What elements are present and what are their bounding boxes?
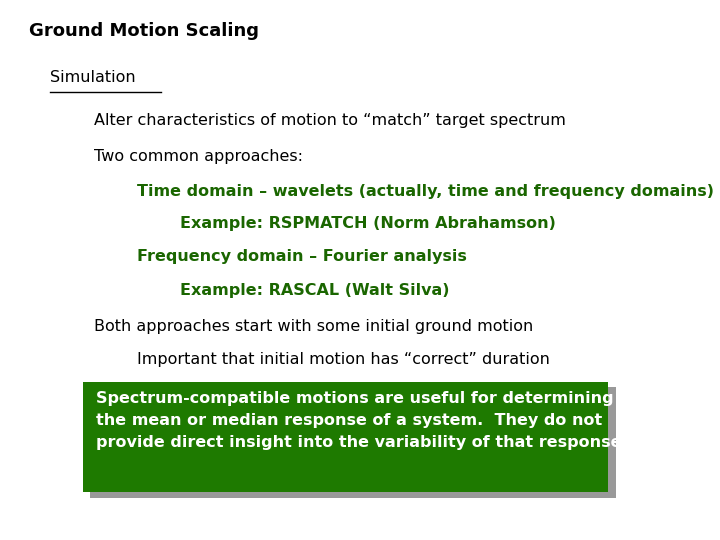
FancyBboxPatch shape <box>90 387 616 498</box>
Text: Example: RSPMATCH (Norm Abrahamson): Example: RSPMATCH (Norm Abrahamson) <box>180 216 556 231</box>
Text: Simulation: Simulation <box>50 70 136 85</box>
Text: Important that initial motion has “correct” duration: Important that initial motion has “corre… <box>137 352 549 367</box>
Text: Frequency domain – Fourier analysis: Frequency domain – Fourier analysis <box>137 249 467 265</box>
Text: Ground Motion Scaling: Ground Motion Scaling <box>29 22 258 39</box>
FancyBboxPatch shape <box>83 382 608 492</box>
Text: Spectrum-compatible motions are useful for determining
the mean or median respon: Spectrum-compatible motions are useful f… <box>96 392 627 450</box>
Text: Both approaches start with some initial ground motion: Both approaches start with some initial … <box>94 319 533 334</box>
Text: Time domain – wavelets (actually, time and frequency domains): Time domain – wavelets (actually, time a… <box>137 184 714 199</box>
Text: Example: RASCAL (Walt Silva): Example: RASCAL (Walt Silva) <box>180 284 449 299</box>
Text: Alter characteristics of motion to “match” target spectrum: Alter characteristics of motion to “matc… <box>94 113 565 129</box>
Text: Two common approaches:: Two common approaches: <box>94 148 302 164</box>
